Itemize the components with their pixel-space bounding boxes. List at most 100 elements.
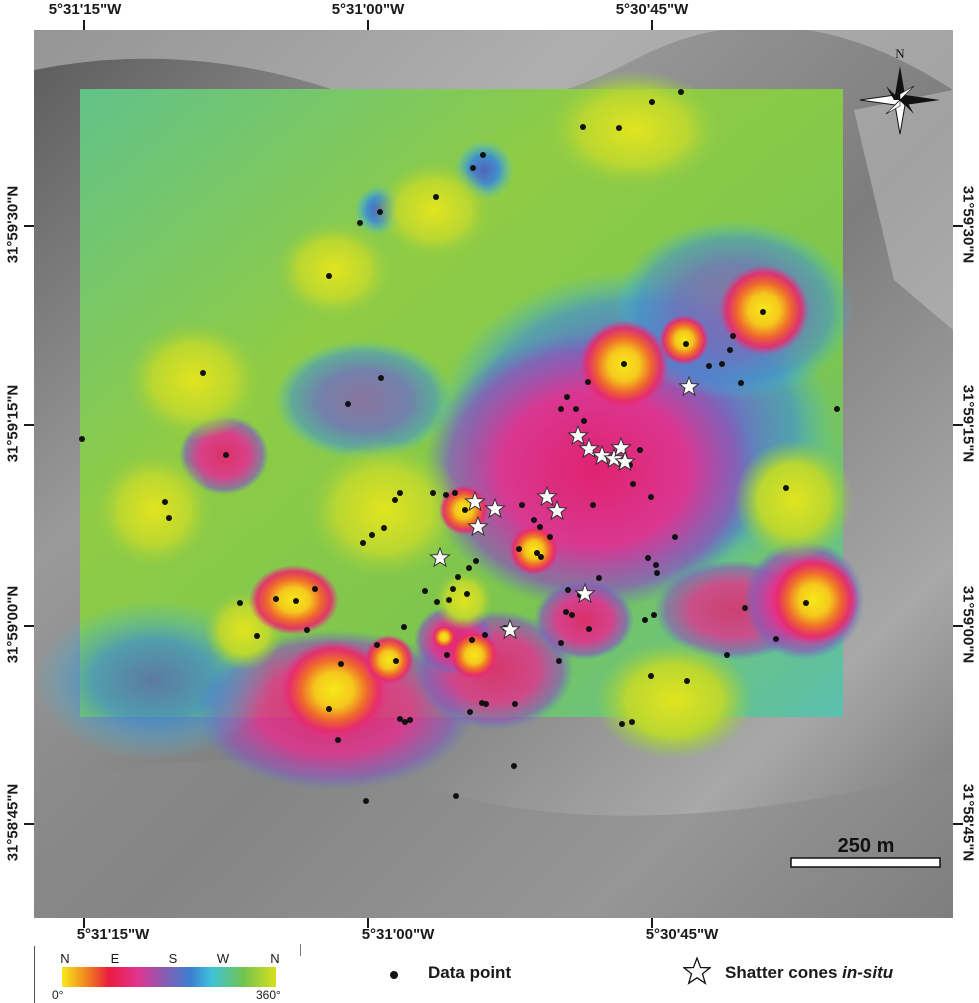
data-point: [466, 565, 472, 571]
data-point: [719, 361, 725, 367]
left-tick: [24, 225, 34, 227]
data-point: [516, 546, 522, 552]
data-point: [564, 394, 570, 400]
data-point: [443, 492, 449, 498]
colorbar-dir-label: W: [216, 951, 230, 966]
bottom-tick: [367, 918, 369, 928]
data-point: [580, 124, 586, 130]
colorbar-dir-label: S: [168, 951, 178, 966]
data-point: [590, 502, 596, 508]
data-point: [369, 532, 375, 538]
scale-bar: [790, 857, 941, 868]
data-point: [648, 494, 654, 500]
data-point: [467, 709, 473, 715]
data-point: [565, 587, 571, 593]
data-point: [393, 658, 399, 664]
data-point: [326, 273, 332, 279]
data-point: [455, 574, 461, 580]
data-point: [79, 436, 85, 442]
colorbar-dir-label: E: [110, 951, 120, 966]
data-point: [363, 798, 369, 804]
left-lat-label: 31°58'45"N: [4, 783, 22, 862]
data-point: [724, 652, 730, 658]
data-point: [742, 605, 748, 611]
data-point: [512, 701, 518, 707]
shatter-cone-star: [464, 490, 486, 512]
data-point-label: Data point: [428, 963, 512, 982]
colorbar-min: 0°: [52, 988, 64, 1002]
data-point: [450, 586, 456, 592]
north-arrow-icon: [859, 66, 940, 135]
data-point: [519, 502, 525, 508]
data-point: [642, 617, 648, 623]
data-point: [645, 555, 651, 561]
north-label: N: [895, 46, 905, 61]
data-point: [401, 624, 407, 630]
top-lon-label: 5°30'45"W: [615, 1, 689, 18]
data-point: [783, 485, 789, 491]
data-point: [422, 588, 428, 594]
data-point: [511, 763, 517, 769]
shatter-cone-star: [574, 582, 596, 604]
data-point: [200, 370, 206, 376]
right-lat-label: 31°59'00"N: [959, 585, 977, 664]
bottom-tick: [83, 918, 85, 928]
data-point: [654, 570, 660, 576]
data-point: [573, 406, 579, 412]
map-svg: N 250 m: [34, 26, 953, 918]
right-lat-label: 31°59'30"N: [959, 185, 977, 264]
shatter-cone-star: [429, 546, 451, 568]
left-tick: [24, 424, 34, 426]
data-point: [378, 375, 384, 381]
data-point: [651, 612, 657, 618]
data-point: [596, 575, 602, 581]
data-point: [773, 636, 779, 642]
data-point: [345, 401, 351, 407]
colorbar: N E S W N 0° 360°: [52, 951, 284, 1002]
star-outline-icon: [683, 957, 711, 985]
data-point: [360, 540, 366, 546]
right-lat-label: 31°58'45"N: [959, 783, 977, 862]
data-point: [730, 333, 736, 339]
shatter-cone-star: [603, 447, 625, 469]
shatter-cones-label: Shatter cones in-situ: [725, 963, 893, 983]
right-tick: [953, 625, 963, 627]
colorbar-ramp: [62, 967, 276, 987]
data-point: [338, 661, 344, 667]
shatter-cone-star: [484, 497, 506, 519]
bottom-lon-label: 5°30'45"W: [645, 926, 719, 943]
data-point: [381, 525, 387, 531]
data-point: [357, 220, 363, 226]
data-point: [312, 586, 318, 592]
top-tick: [651, 20, 653, 30]
shatter-cone-star: [567, 424, 589, 446]
data-point: [273, 596, 279, 602]
data-point: [452, 490, 458, 496]
left-lat-label: 31°59'30"N: [4, 185, 22, 264]
data-point: [480, 152, 486, 158]
data-point: [434, 599, 440, 605]
data-point: [629, 719, 635, 725]
shatter-cone-star: [614, 450, 636, 472]
data-point: [223, 452, 229, 458]
data-point: [538, 554, 544, 560]
data-point: [254, 633, 260, 639]
bottom-lon-label: 5°31'00"W: [361, 926, 435, 943]
data-point: [374, 642, 380, 648]
data-point: [621, 361, 627, 367]
data-point: [569, 612, 575, 618]
data-point: [672, 534, 678, 540]
shatter-cone-star: [591, 444, 613, 466]
data-point: [558, 640, 564, 646]
data-point: [407, 717, 413, 723]
colorbar-dir-label: N: [60, 951, 70, 966]
shatter-cone-star: [499, 618, 521, 640]
data-point: [453, 793, 459, 799]
data-point: [469, 637, 475, 643]
colorbar-dir-label: N: [270, 951, 280, 966]
data-point: [464, 591, 470, 597]
scale-bar-label: 250 m: [838, 835, 895, 857]
data-point: [482, 632, 488, 638]
data-point: [684, 678, 690, 684]
data-point: [304, 627, 310, 633]
